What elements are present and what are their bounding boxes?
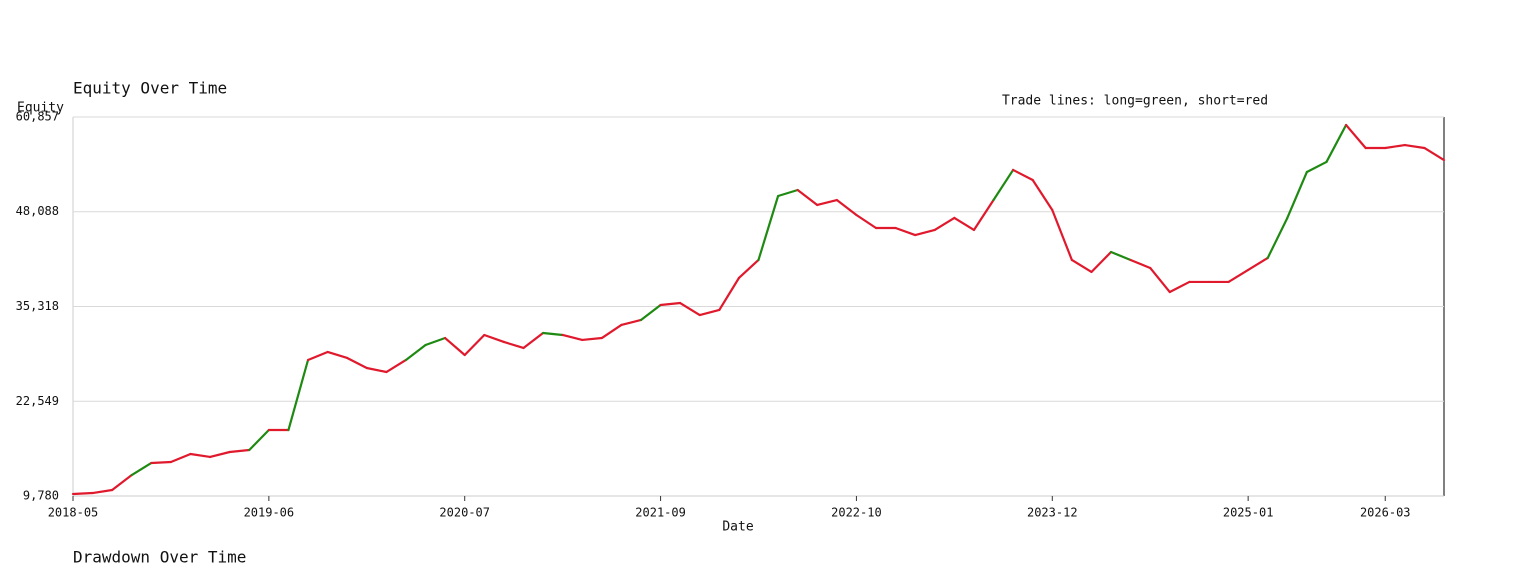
trade-line <box>620 318 643 327</box>
trade-line <box>992 168 1015 202</box>
trade-line <box>346 356 368 370</box>
trade-line <box>659 301 682 307</box>
trade-line <box>698 308 721 317</box>
trade-line <box>1344 123 1367 150</box>
trade-line <box>1051 208 1073 262</box>
trade-line <box>1109 250 1132 262</box>
trade-line <box>1129 258 1152 270</box>
x-tick-label: 2023-12 <box>1027 506 1078 520</box>
trade-line <box>91 488 114 495</box>
trade-line <box>855 213 878 230</box>
x-tick-label: 2021-09 <box>635 506 686 520</box>
trade-line <box>1247 256 1269 272</box>
trade-line <box>679 301 701 317</box>
trade-line <box>835 198 858 217</box>
trade-line <box>718 276 741 312</box>
trade-line <box>1423 146 1446 162</box>
trade-line <box>444 336 466 357</box>
trade-line <box>306 350 329 362</box>
trade-line <box>130 461 153 477</box>
trade-line <box>71 491 94 496</box>
trade-line <box>914 228 936 237</box>
trade-line <box>150 460 173 465</box>
chart-title: Equity Over Time <box>73 79 227 98</box>
annotation: Trade lines: long=green, short=red <box>1002 94 1268 109</box>
y-tick-label: 9,780 <box>23 489 59 503</box>
trade-line <box>894 226 917 237</box>
trade-line <box>1031 178 1054 212</box>
y-tick-label: 48,088 <box>16 204 59 218</box>
trade-line <box>1227 268 1250 284</box>
trade-line <box>737 258 760 280</box>
section-title: Drawdown Over Time <box>73 548 246 567</box>
trade-line <box>1266 216 1289 260</box>
trade-line <box>385 358 408 374</box>
trade-line <box>1070 258 1093 274</box>
trade-line <box>287 358 310 432</box>
trade-line <box>933 216 956 232</box>
trade-line <box>404 343 427 362</box>
y-tick-label: 22,549 <box>16 394 59 408</box>
x-axis-label: Date <box>722 520 753 535</box>
trade-line <box>1012 168 1034 182</box>
trade-line <box>111 473 133 492</box>
trade-line <box>248 428 270 452</box>
trade-line <box>1325 123 1348 164</box>
trade-line <box>189 452 212 459</box>
y-axis-label: Equity <box>17 101 64 116</box>
x-tick-label: 2020-07 <box>439 506 490 520</box>
trade-line <box>1168 280 1191 294</box>
trade-line <box>581 336 603 342</box>
trade-line <box>953 216 976 232</box>
trade-line <box>365 366 388 374</box>
trade-line <box>639 303 662 322</box>
x-tick-label: 2022-10 <box>831 506 882 520</box>
x-tick-label: 2026-03 <box>1360 506 1411 520</box>
x-tick-label: 2019-06 <box>244 506 295 520</box>
trade-line <box>1403 143 1426 150</box>
trade-line <box>1384 143 1406 150</box>
trade-line <box>483 333 505 344</box>
trade-line <box>757 194 780 262</box>
trade-line <box>1090 250 1113 274</box>
trade-line <box>776 188 799 198</box>
trade-line <box>502 340 525 350</box>
trade-line <box>326 350 349 360</box>
trade-line <box>1149 266 1171 294</box>
trade-line <box>561 333 584 342</box>
trade-line <box>972 198 995 232</box>
trade-line <box>816 198 838 207</box>
trade-line <box>522 331 545 350</box>
x-tick-label: 2025-01 <box>1223 506 1274 520</box>
trade-line <box>1305 160 1328 174</box>
trade-line <box>424 336 447 347</box>
trade-line <box>600 323 623 340</box>
trade-line <box>228 448 251 454</box>
trade-line <box>209 450 231 459</box>
y-tick-label: 60,857 <box>16 110 59 124</box>
trade-line <box>541 331 564 337</box>
x-tick-label: 2018-05 <box>48 506 99 520</box>
trade-line <box>1286 170 1309 220</box>
y-tick-label: 35,318 <box>16 299 59 313</box>
trade-line <box>169 452 192 464</box>
trade-line <box>463 333 486 357</box>
trade-line <box>796 188 819 207</box>
